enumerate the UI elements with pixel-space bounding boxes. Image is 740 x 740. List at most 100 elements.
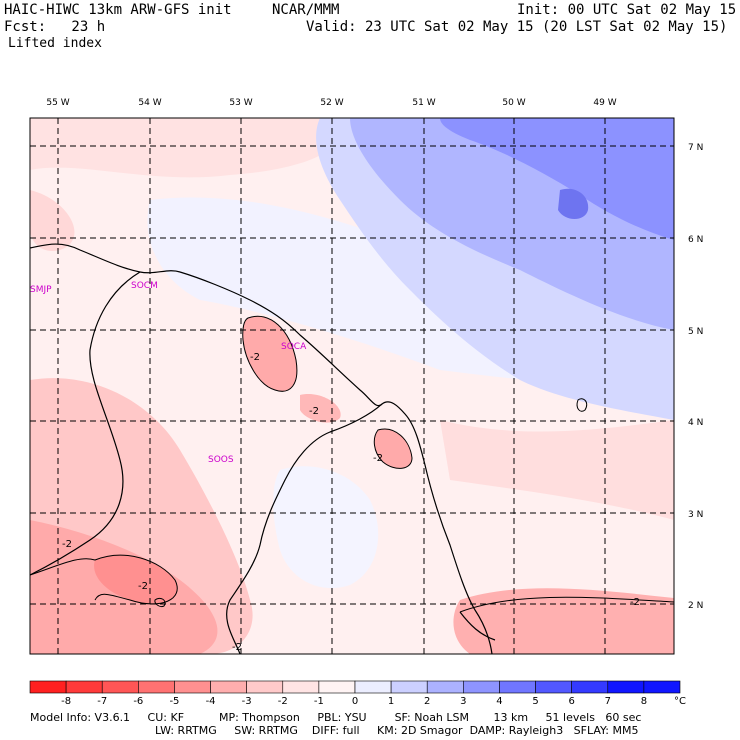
field-name: Lifted index xyxy=(8,36,102,51)
lon-label: 54 W xyxy=(138,98,161,108)
colorbar-swatch xyxy=(210,680,247,694)
contour-label: -2 xyxy=(250,352,260,363)
lon-label: 50 W xyxy=(502,98,525,108)
colorbar-tick-label: -5 xyxy=(169,696,179,707)
lon-label: 53 W xyxy=(229,98,252,108)
contour-label: -2 xyxy=(232,642,242,653)
colorbar-swatch xyxy=(535,680,572,694)
contour-label: -2 xyxy=(309,406,319,417)
colorbar-swatch xyxy=(65,680,103,694)
coastline-borders xyxy=(29,243,496,655)
valid-time: Valid: 23 UTC Sat 02 May 15 (20 LST Sat … xyxy=(306,19,728,35)
border-guyana-suriname xyxy=(29,271,141,576)
colorbar-tick-label: 4 xyxy=(496,696,502,707)
colorbar-swatch xyxy=(246,680,284,694)
colorbar-tick-label: -3 xyxy=(242,696,252,707)
colorbar-swatch xyxy=(463,680,500,694)
station-label: SOCM xyxy=(131,281,158,291)
colorbar-tick-label: -6 xyxy=(133,696,143,707)
lat-label: 5 N xyxy=(688,327,703,337)
lat-label: 2 N xyxy=(688,601,703,611)
colorbar-swatch xyxy=(318,680,356,694)
colorbar-tick-label: 8 xyxy=(641,696,647,707)
graticule xyxy=(30,118,674,654)
map-frame xyxy=(29,117,675,655)
contour-east xyxy=(373,428,413,469)
colorbar-tick-label: 2 xyxy=(424,696,430,707)
colorbar-tick-label: -4 xyxy=(206,696,216,707)
colorbar-swatch xyxy=(354,680,392,694)
field-patch-blue-deep xyxy=(440,118,674,240)
contour-labels: -2 -2 -2 -2 -2 -2 -2 xyxy=(62,352,640,653)
colorbar-swatch xyxy=(174,680,211,694)
station-label: SOOS xyxy=(208,455,234,465)
colorbar-tick-label: -1 xyxy=(314,696,324,707)
colorbar-swatch xyxy=(426,680,464,694)
model-info-line2: LW: RRTMG SW: RRTMG DIFF: full KM: 2D Sm… xyxy=(155,724,639,737)
colorbar-tick-label: -2 xyxy=(278,696,288,707)
contour-label: -2 xyxy=(138,581,148,592)
init-time: Init: 00 UTC Sat 02 May 15 xyxy=(517,2,737,18)
contour-label: -2 xyxy=(62,539,72,550)
colorbar-tick-label: 7 xyxy=(605,696,611,707)
lon-label: 49 W xyxy=(593,98,616,108)
field-patch-se xyxy=(453,588,674,654)
contour-small-sw xyxy=(154,597,166,607)
lon-label: 55 W xyxy=(46,98,69,108)
colorbar-swatch xyxy=(643,680,681,694)
border-suriname-fguiana xyxy=(226,403,383,655)
lat-labels: 7 N 6 N 5 N 4 N 3 N 2 N xyxy=(688,143,703,611)
model-info-line1: Model Info: V3.6.1 CU: KF MP: Thompson P… xyxy=(30,711,642,724)
field-patch-e-band xyxy=(440,420,674,520)
colorbar-tick-label: 3 xyxy=(460,696,466,707)
colorbar-swatch xyxy=(571,680,609,694)
shaded-field xyxy=(30,118,674,654)
colorbar-tick-label: 6 xyxy=(568,696,574,707)
colorbar-swatch xyxy=(101,680,139,694)
contour-center xyxy=(242,315,298,392)
coastline xyxy=(29,243,493,655)
colorbar-tick-label: 1 xyxy=(388,696,394,707)
field-patch-coast xyxy=(300,394,341,423)
colorbar-tick-label: 0 xyxy=(352,696,358,707)
border-brazil xyxy=(459,611,496,641)
colorbar: -8 -7 -6 -5 -4 -3 -2 -1 0 1 2 3 4 5 6 7 8 °C xyxy=(29,680,686,707)
lon-label: 51 W xyxy=(412,98,435,108)
colorbar-swatch xyxy=(138,680,175,694)
colorbar-swatch xyxy=(282,680,320,694)
contour-sw xyxy=(29,554,178,605)
colorbar-swatch xyxy=(390,680,428,694)
field-patch-center xyxy=(242,316,297,392)
field-patch-inland-pale xyxy=(273,466,379,589)
colorbar-swatch xyxy=(499,680,536,694)
contours xyxy=(29,315,675,613)
org-label: NCAR/MMM xyxy=(272,2,340,18)
colorbar-tick-label: 5 xyxy=(532,696,538,707)
contour-small-e xyxy=(576,398,588,412)
field-patch-sw-core xyxy=(94,555,178,604)
colorbar-unit: °C xyxy=(674,696,686,707)
field-patch-east xyxy=(374,429,412,469)
field-patch-w xyxy=(30,190,75,251)
colorbar-swatch xyxy=(29,680,67,694)
colorbar-swatch xyxy=(607,680,645,694)
run-title: HAIC-HIWC 13km ARW-GFS init xyxy=(4,2,232,18)
field-patch-blue-core xyxy=(558,188,589,219)
contour-se xyxy=(459,596,675,613)
station-label: SMJP xyxy=(30,285,52,295)
lat-label: 3 N xyxy=(688,510,703,520)
colorbar-tick-label: -7 xyxy=(97,696,107,707)
forecast-hour: Fcst: 23 h xyxy=(4,19,106,35)
lat-label: 4 N xyxy=(688,418,703,428)
lat-label: 7 N xyxy=(688,143,703,153)
lat-label: 6 N xyxy=(688,235,703,245)
lon-labels: 55 W 54 W 53 W 52 W 51 W 50 W 49 W xyxy=(46,98,616,108)
station-labels: SMJP SOCM SOCA SOOS xyxy=(30,281,307,465)
contour-label: -2 xyxy=(373,453,383,464)
field-patch-nw xyxy=(30,118,338,178)
station-label: SOCA xyxy=(281,342,307,352)
contour-label: -2 xyxy=(630,597,640,608)
colorbar-tick-label: -8 xyxy=(61,696,71,707)
lon-label: 52 W xyxy=(320,98,343,108)
